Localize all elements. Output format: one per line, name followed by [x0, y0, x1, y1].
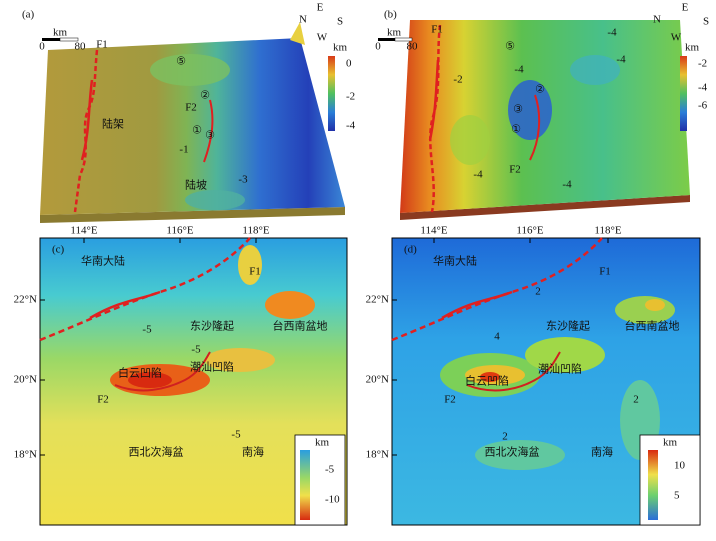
- colorbar-tick-label: 0: [346, 58, 352, 70]
- x-tick-label: 118°E: [594, 225, 621, 237]
- annotation: 西北次海盆: [485, 445, 540, 459]
- annotation: F2: [97, 394, 109, 406]
- compass-label: S: [703, 16, 709, 28]
- y-tick-label: 18°N: [14, 449, 37, 461]
- annotation: 白云凹陷: [465, 374, 509, 388]
- annotation: ③: [205, 130, 215, 142]
- y-tick-label: 22°N: [366, 294, 389, 306]
- annotation: F2: [185, 102, 197, 114]
- x-tick-label: 114°E: [70, 225, 97, 237]
- annotation: 华南大陆: [81, 254, 125, 268]
- annotation: 白云凹陷: [118, 366, 162, 380]
- annotation: -4: [473, 169, 483, 181]
- annotation: 南海: [242, 445, 264, 459]
- colorbar-unit: km: [315, 437, 330, 449]
- annotation: 南海: [591, 445, 613, 459]
- annotation: ①: [192, 125, 202, 137]
- annotation: 台西南盆地: [625, 319, 680, 333]
- scale-bar-label: km: [387, 27, 402, 39]
- annotation: 陆坡: [185, 178, 207, 192]
- panel-label: (b): [384, 9, 397, 21]
- colorbar-tick-label: -2: [698, 58, 707, 70]
- panel-b: [378, 20, 690, 220]
- panel-label: (c): [52, 244, 65, 256]
- colorbar-tick-label: -6: [698, 100, 708, 112]
- annotation: -1: [179, 144, 188, 156]
- annotation: -5: [231, 429, 241, 441]
- annotation: F1: [96, 39, 108, 51]
- panel-a: [40, 22, 345, 223]
- annotation: -4: [616, 54, 626, 66]
- annotation: 华南大陆: [433, 254, 477, 268]
- panel-d: [391, 237, 701, 526]
- colorbar-unit: km: [333, 42, 348, 54]
- x-tick-label: 114°E: [420, 225, 447, 237]
- annotation: F2: [509, 164, 521, 176]
- annotation: 2: [502, 431, 508, 443]
- scale-bar-label: 0: [39, 41, 45, 53]
- annotation: -4: [607, 27, 617, 39]
- colorbar-tick-label: -4: [346, 120, 356, 132]
- annotation: F1: [431, 24, 443, 36]
- colorbar-tick-label: 10: [674, 460, 686, 472]
- annotation: 2: [535, 286, 541, 298]
- annotation: 西北次海盆: [129, 445, 184, 459]
- x-tick-label: 118°E: [242, 225, 269, 237]
- colorbar-tick-label: -5: [325, 464, 335, 476]
- annotation: -4: [562, 179, 572, 191]
- annotation: ①: [511, 124, 521, 136]
- compass-label: W: [671, 32, 682, 44]
- colorbar-tick-label: -10: [325, 494, 340, 506]
- annotation: -2: [453, 74, 462, 86]
- y-tick-label: 18°N: [366, 449, 389, 461]
- annotation: -5: [191, 344, 201, 356]
- annotation: 潮汕凹陷: [538, 362, 582, 376]
- y-tick-label: 20°N: [366, 374, 389, 386]
- compass-label: E: [682, 2, 689, 14]
- colorbar-unit: km: [685, 42, 700, 54]
- scale-bar-label: 0: [375, 41, 381, 53]
- annotation: ⑤: [505, 41, 515, 53]
- scale-bar-label: 80: [407, 41, 419, 53]
- annotation: 东沙隆起: [190, 319, 234, 333]
- annotation: F2: [444, 394, 456, 406]
- colorbar-tick-label: -4: [698, 82, 708, 94]
- compass-label: W: [317, 32, 328, 44]
- annotation: ②: [200, 90, 210, 102]
- compass-label: E: [317, 2, 324, 14]
- colorbar-tick-label: -2: [346, 91, 355, 103]
- scale-bar-label: km: [53, 27, 68, 39]
- x-tick-label: 116°E: [516, 225, 543, 237]
- annotation: ②: [535, 84, 545, 96]
- annotation: -3: [238, 174, 248, 186]
- y-tick-label: 22°N: [14, 294, 37, 306]
- annotation: 2: [633, 394, 639, 406]
- compass-label: N: [299, 14, 307, 26]
- annotation: ⑤: [176, 56, 186, 68]
- panel-label: (d): [404, 244, 417, 256]
- panel-label: (a): [22, 9, 35, 21]
- colorbar-unit: km: [663, 437, 678, 449]
- annotation: ③: [513, 104, 523, 116]
- panel-c: [39, 237, 348, 526]
- scale-bar-label: 80: [75, 41, 87, 53]
- compass-label: N: [653, 14, 661, 26]
- annotation: 台西南盆地: [273, 319, 328, 333]
- annotation: -4: [514, 64, 524, 76]
- annotation: -5: [142, 324, 152, 336]
- annotation: 东沙隆起: [546, 319, 590, 333]
- annotation: F1: [249, 266, 261, 278]
- colorbar-tick-label: 5: [674, 490, 680, 502]
- annotation: 潮汕凹陷: [190, 360, 234, 374]
- annotation: F1: [599, 266, 611, 278]
- annotation: 陆架: [102, 117, 124, 131]
- y-tick-label: 20°N: [14, 374, 37, 386]
- x-tick-label: 116°E: [166, 225, 193, 237]
- compass-label: S: [337, 16, 343, 28]
- annotation: 4: [494, 331, 500, 343]
